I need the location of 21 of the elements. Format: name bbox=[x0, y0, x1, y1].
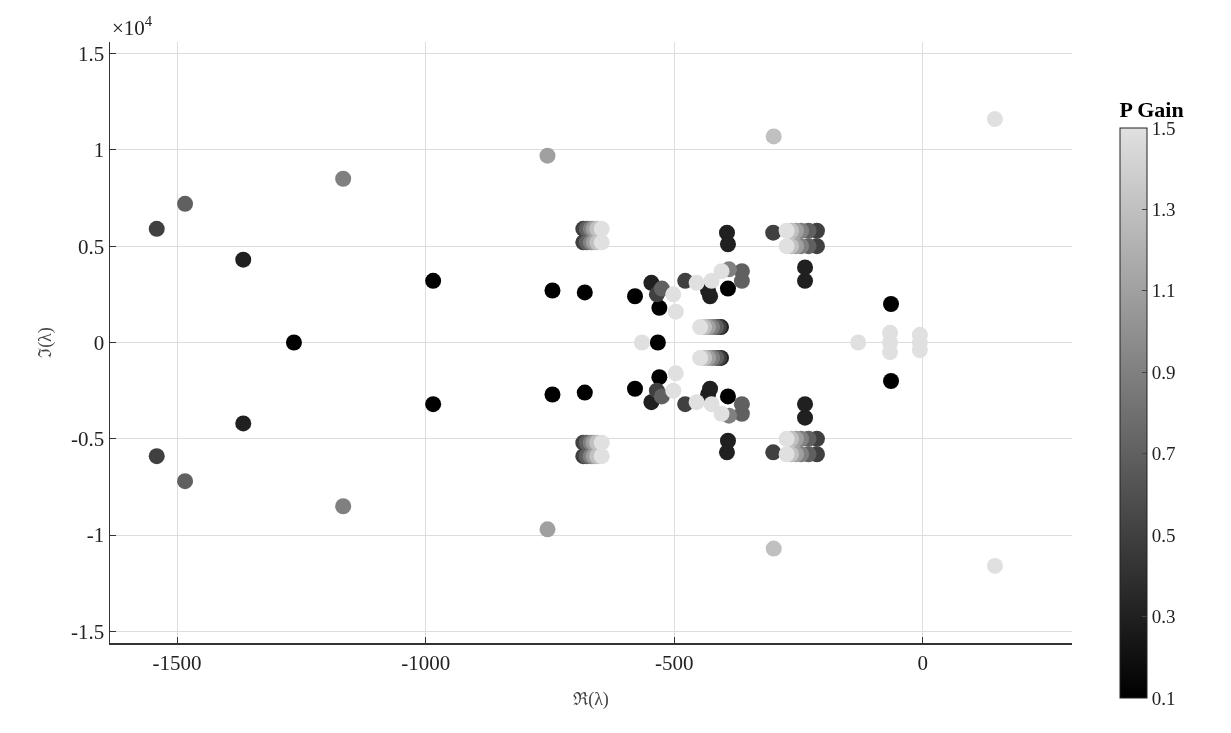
color-bar-label: 0.9 bbox=[1151, 361, 1176, 383]
color-bar-label: 1.1 bbox=[1151, 280, 1176, 302]
x-tick-label: -1000 bbox=[401, 650, 451, 675]
color-bar-label: 0.7 bbox=[1151, 443, 1176, 465]
color-bar-label: 0.1 bbox=[1151, 687, 1176, 709]
x-axis-title: ℜ(λ) bbox=[573, 688, 609, 710]
y-tick-label: -1.5 bbox=[71, 619, 105, 644]
y-tick-label: 0.5 bbox=[78, 234, 105, 259]
y-axis-title: ℑ(λ) bbox=[35, 327, 57, 358]
y-tick-label: 1 bbox=[93, 138, 105, 163]
x-tick-label: 0 bbox=[917, 650, 929, 675]
y-tick-label: -0.5 bbox=[71, 427, 105, 452]
y-tick-label: -1 bbox=[86, 523, 105, 548]
color-bar-label: 0.5 bbox=[1151, 524, 1176, 546]
x-tick-label: -500 bbox=[655, 650, 694, 675]
color-bar-label: 0.3 bbox=[1151, 606, 1176, 628]
y-tick-label: 1.5 bbox=[78, 41, 105, 66]
color-bar-label: 1.3 bbox=[1151, 198, 1176, 220]
x-tick-label: -1500 bbox=[152, 650, 202, 675]
text: ×10$^{4}$ bbox=[112, 13, 153, 40]
y-tick-label: 0 bbox=[93, 330, 105, 355]
